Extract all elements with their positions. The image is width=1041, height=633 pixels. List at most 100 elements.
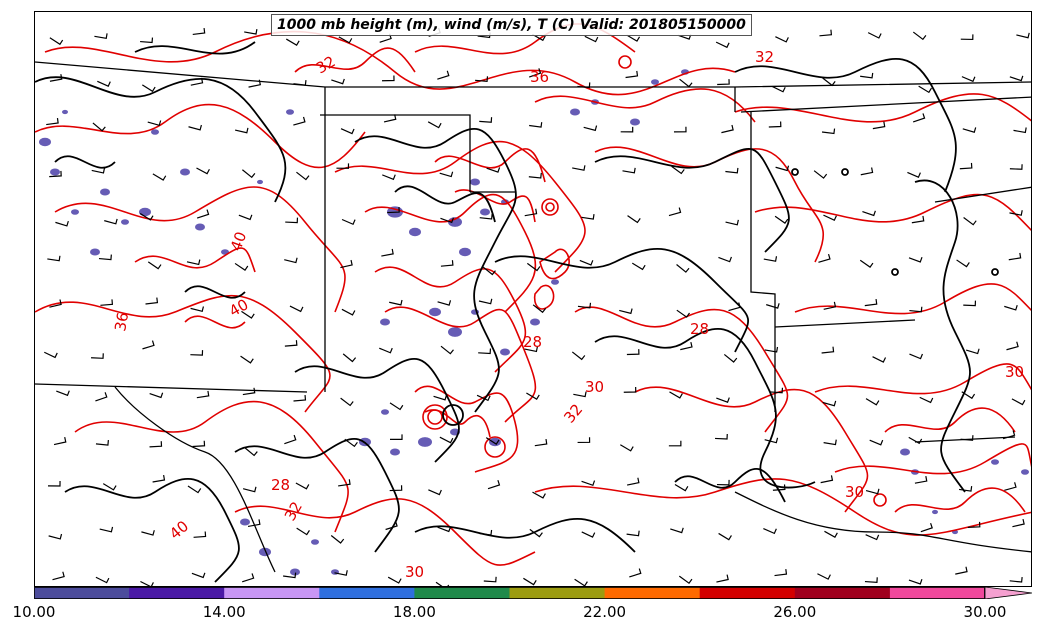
- wind-barb: [341, 218, 356, 226]
- wind-barb: [387, 576, 402, 584]
- wind-barb: [478, 298, 493, 305]
- wind-barb: [104, 218, 118, 225]
- wind-barb: [242, 573, 255, 583]
- temperature-contour-label: 30: [845, 483, 864, 501]
- precip-blob: [1021, 469, 1029, 475]
- wind-barb: [626, 349, 640, 356]
- temperature-contour-label: 30: [1005, 363, 1024, 381]
- wind-barb: [912, 113, 926, 123]
- wind-barb: [334, 570, 348, 576]
- wind-barb: [379, 347, 393, 354]
- wind-barb: [908, 257, 923, 263]
- wind-barb: [623, 386, 637, 393]
- wind-barb: [763, 256, 778, 262]
- wind-barb: [340, 259, 353, 269]
- wind-barb: [190, 306, 205, 313]
- wind-barb: [918, 85, 932, 94]
- precip-blob: [259, 547, 271, 557]
- precip-blob: [39, 137, 51, 147]
- wind-barb: [725, 167, 739, 174]
- wind-barb: [920, 522, 933, 533]
- wind-barb: [631, 262, 646, 271]
- wind-barb: [53, 436, 67, 446]
- wind-barb: [330, 535, 345, 544]
- wind-barb: [678, 575, 693, 585]
- wind-barb: [680, 341, 693, 351]
- colorbar-tick-label: 10.00: [12, 603, 56, 621]
- wind-barb: [717, 79, 730, 86]
- wind-barb: [716, 574, 729, 583]
- wind-barb: [909, 353, 924, 360]
- wind-barb: [716, 397, 730, 404]
- wind-barb: [338, 36, 353, 44]
- wind-barb: [240, 355, 254, 364]
- temperature-contour-label: 28: [271, 476, 290, 494]
- wind-barb: [676, 264, 690, 273]
- precip-blob: [409, 227, 421, 237]
- wind-barb: [49, 74, 63, 82]
- wind-barb: [433, 394, 448, 401]
- precip-blob: [286, 109, 294, 115]
- precip-blob: [380, 318, 390, 326]
- wind-barb: [822, 400, 837, 407]
- wind-barb: [764, 437, 779, 444]
- wind-barb: [285, 217, 299, 224]
- wind-barb: [824, 530, 838, 539]
- wind-barb: [295, 482, 310, 490]
- wind-barb: [191, 572, 206, 579]
- wind-barb: [147, 261, 162, 270]
- wind-barb: [485, 437, 500, 445]
- colorbar-tick-label: 22.00: [583, 603, 627, 621]
- wind-barb: [963, 300, 977, 307]
- temperature-contour-label: 30: [405, 563, 424, 581]
- wind-barb: [627, 215, 641, 224]
- precip-blob: [240, 518, 250, 526]
- wind-barb: [476, 394, 491, 402]
- wind-barb: [437, 70, 450, 80]
- wind-barb: [139, 213, 154, 221]
- colorbar-segment: [34, 587, 130, 599]
- wind-barb: [331, 78, 345, 85]
- wind-barb: [823, 301, 837, 310]
- wind-barb: [52, 571, 65, 581]
- precip-blob: [448, 327, 462, 337]
- colorbar-segment: [319, 587, 415, 599]
- wind-barb: [577, 302, 592, 309]
- wind-barb: [912, 31, 927, 41]
- wind-barb: [620, 444, 634, 452]
- precip-blob: [121, 219, 129, 225]
- wind-barb: [718, 532, 732, 541]
- wind-barb: [336, 163, 350, 169]
- wind-barb: [440, 217, 455, 224]
- wind-barb: [620, 126, 634, 133]
- wind-barb: [487, 479, 501, 490]
- wind-barb: [862, 210, 876, 217]
- wind-barb: [577, 82, 591, 89]
- wind-barb: [49, 299, 62, 308]
- colorbar-segment: [889, 587, 986, 599]
- wind-barb: [293, 394, 307, 402]
- wind-barb: [718, 256, 732, 263]
- precip-blob: [180, 168, 190, 176]
- wind-barb: [440, 260, 454, 267]
- wind-barb: [581, 531, 596, 538]
- wind-barb: [668, 207, 682, 217]
- wind-barb: [385, 521, 398, 531]
- wind-barb: [340, 397, 354, 407]
- wind-barb: [56, 390, 70, 397]
- wind-barb: [764, 346, 779, 353]
- wind-barb: [389, 402, 404, 411]
- wind-barb: [817, 573, 831, 580]
- precip-blob: [991, 459, 999, 465]
- wind-barb: [818, 253, 831, 263]
- wind-barb: [91, 167, 106, 174]
- wind-barb: [296, 171, 310, 181]
- wind-barb: [188, 124, 202, 131]
- wind-barb: [723, 353, 738, 363]
- wind-barb: [478, 348, 492, 355]
- wind-barb: [763, 528, 777, 535]
- wind-barb: [629, 568, 642, 578]
- wind-barb: [190, 77, 204, 86]
- precip-blob: [90, 248, 100, 256]
